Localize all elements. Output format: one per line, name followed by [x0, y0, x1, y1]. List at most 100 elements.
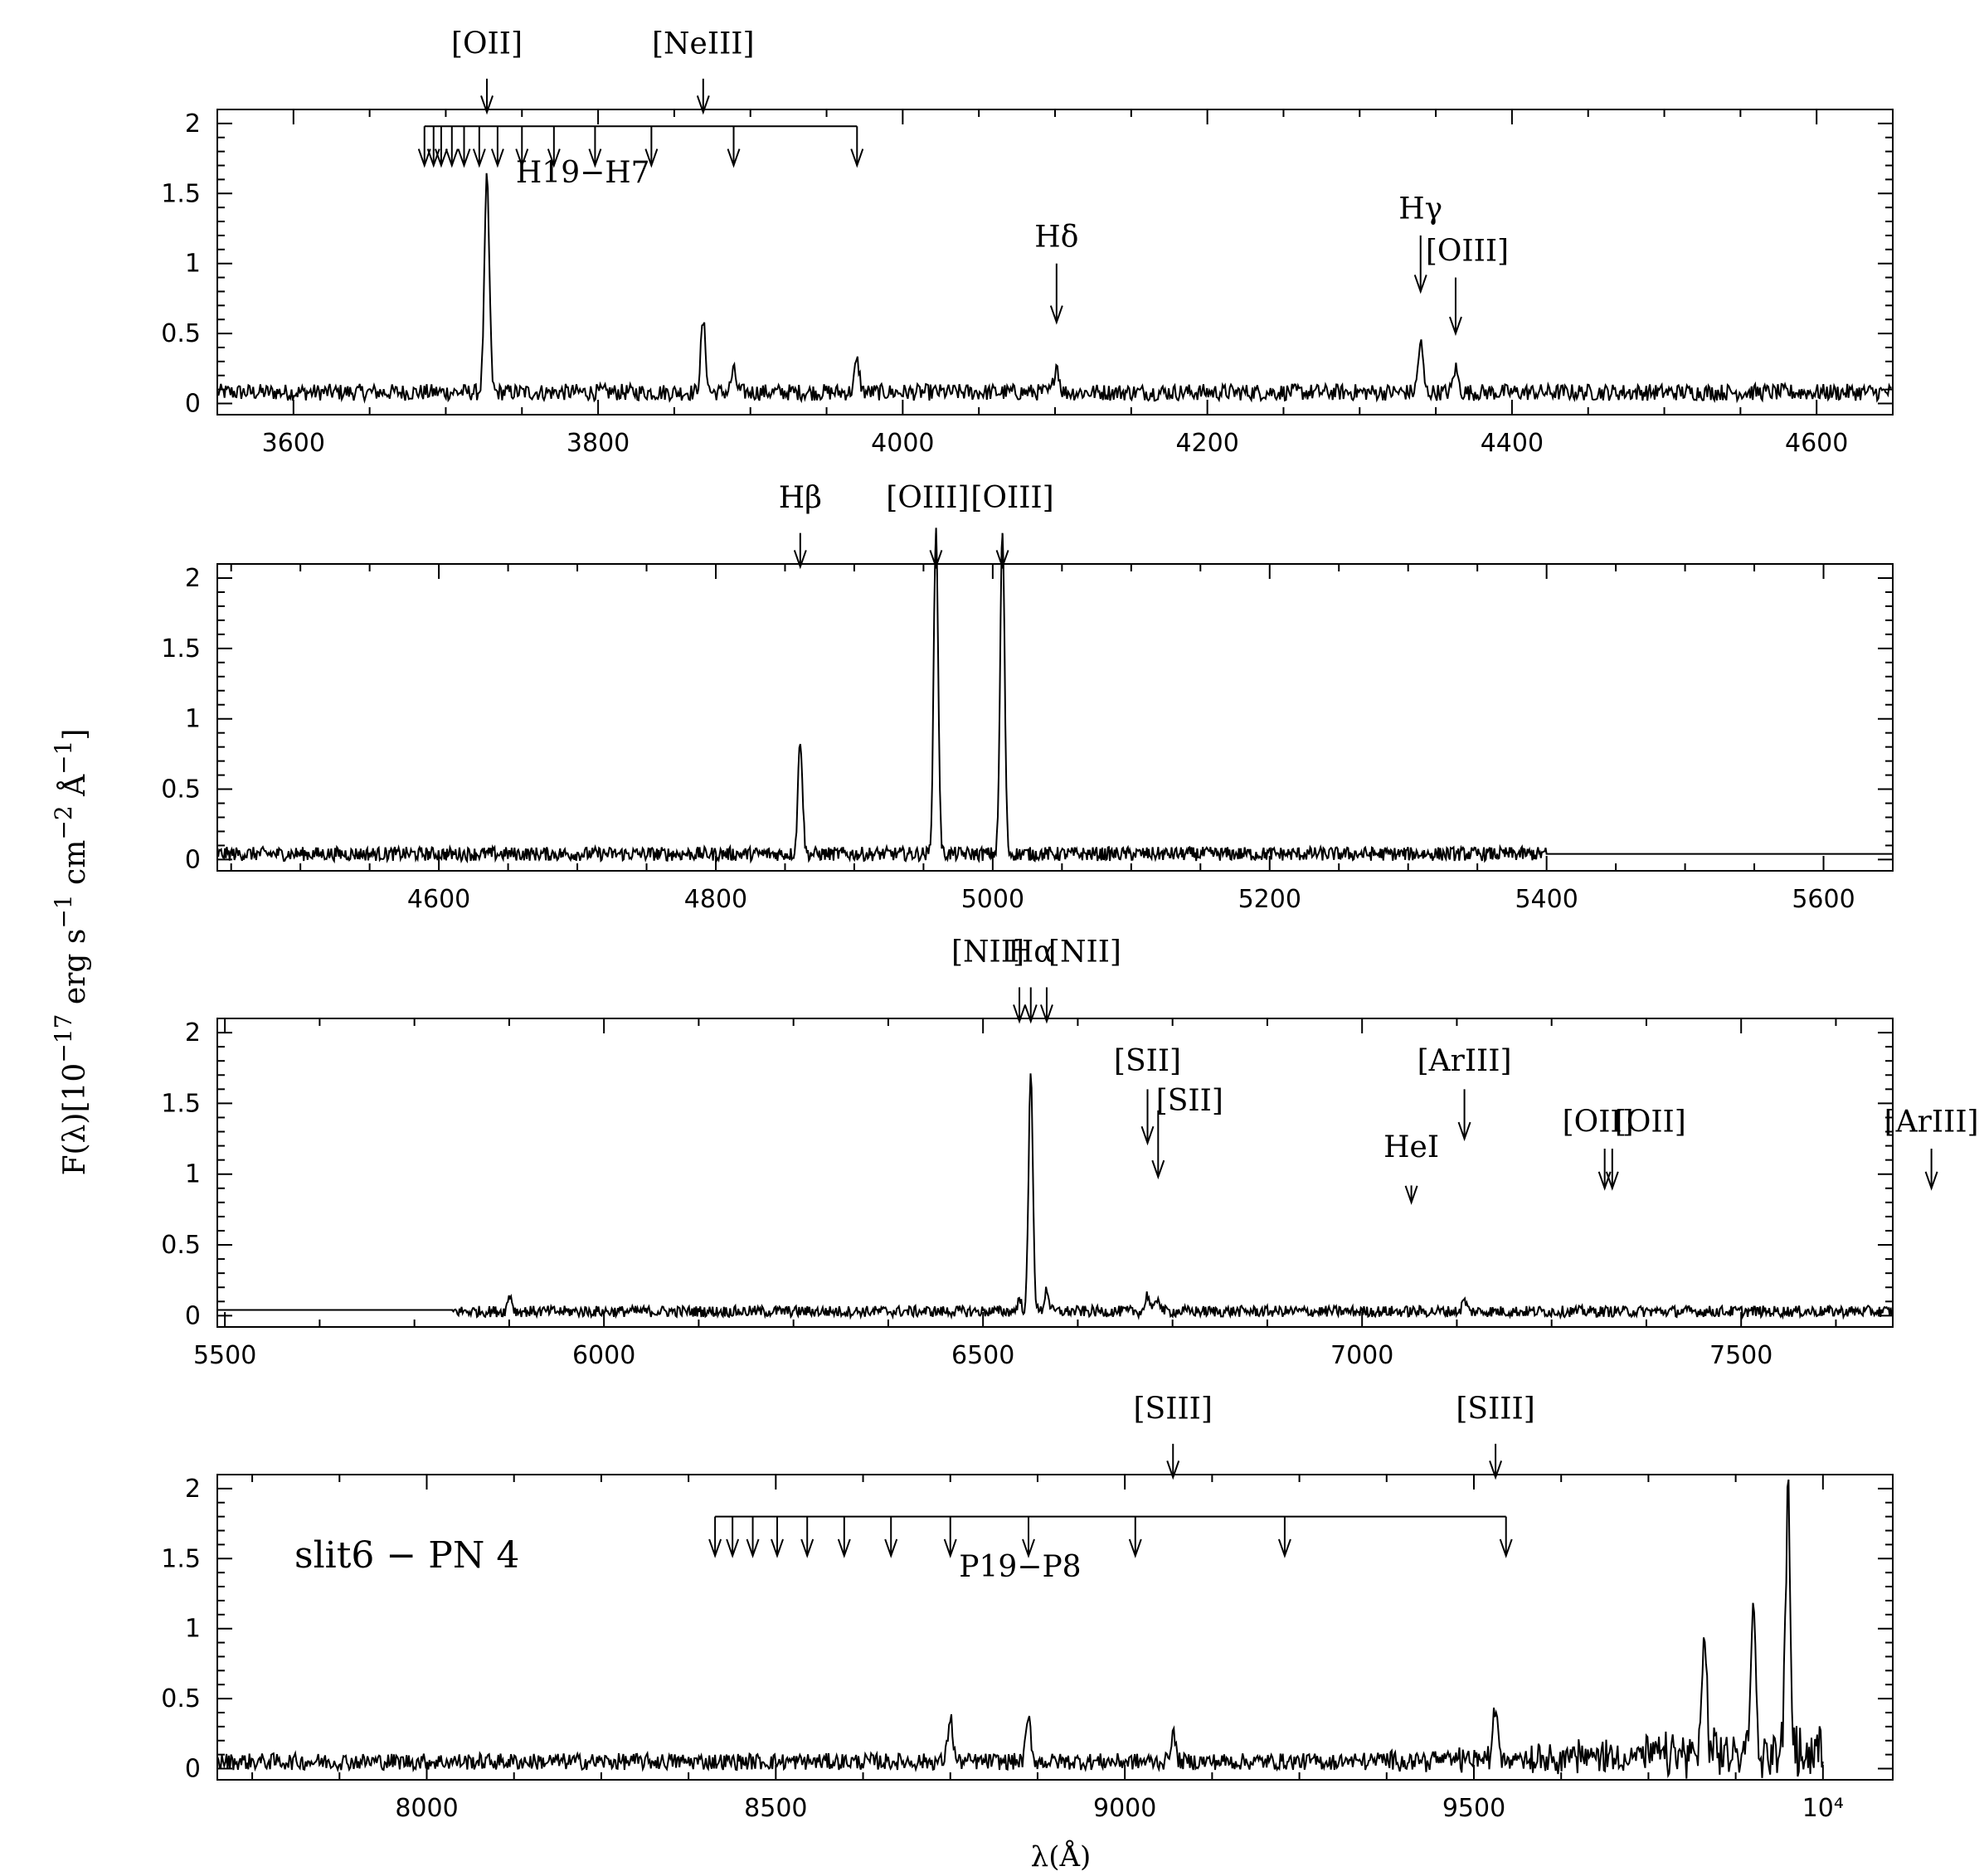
arrow-head: [1489, 1460, 1503, 1480]
arrow-head: [1013, 1004, 1026, 1024]
arrow-head: [929, 550, 943, 570]
arrow-head: [1449, 316, 1462, 337]
series-label: P19−P8: [959, 1550, 1081, 1584]
y-tick-label: 0: [185, 1754, 201, 1783]
x-tick-label: 4400: [1481, 429, 1544, 458]
y-tick-label: 2: [185, 109, 201, 139]
line-label: [NII]: [1048, 936, 1121, 970]
panel-frame: [216, 1018, 1894, 1328]
series-label: H19−H7: [516, 156, 650, 190]
x-tick-label: 4800: [684, 885, 747, 914]
arrow-head: [1049, 305, 1063, 325]
y-tick-label: 0.5: [161, 1684, 201, 1713]
y-tick-label: 1: [185, 250, 201, 279]
arrow-head: [1022, 1538, 1035, 1558]
line-label: [NeIII]: [652, 27, 755, 61]
y-tick-label: 1.5: [161, 1089, 201, 1118]
y-tick-label: 0.5: [161, 1231, 201, 1260]
line-label: [OIII]: [886, 481, 969, 515]
y-tick-label: 0.5: [161, 775, 201, 804]
arrow-head: [837, 1538, 851, 1558]
y-tick-label: 1: [185, 1160, 201, 1189]
y-tick-label: 0: [185, 1301, 201, 1330]
arrow-head: [472, 148, 486, 168]
arrow-head: [1277, 1538, 1291, 1558]
x-tick-label: 4000: [871, 429, 934, 458]
line-label: [SIII]: [1134, 1392, 1213, 1426]
x-tick-label: 4600: [407, 885, 470, 914]
y-tick-label: 1: [185, 1615, 201, 1644]
line-label: [SII]: [1114, 1044, 1181, 1078]
x-tick-label: 5400: [1515, 885, 1578, 914]
line-label: Hα: [1008, 936, 1054, 970]
panel-3: 5500 6000 6500 7000 7500 0 0.5 1 1.5 2 [NII]Hα[NII…: [161, 936, 1978, 1370]
arrow-head: [1166, 1460, 1180, 1480]
x-tick-label: 5000: [961, 885, 1024, 914]
x-tick-label: 6000: [572, 1341, 635, 1370]
y-axis-label: F(λ)[10−17 erg s−1 cm−2 Å−1]: [50, 729, 92, 1176]
x-tick-label: 5500: [193, 1341, 256, 1370]
x-tick-label: 3600: [262, 429, 325, 458]
panel-frame: [216, 563, 1894, 872]
y-tick-label: 1.5: [161, 634, 201, 663]
arrow-head: [1024, 1004, 1038, 1024]
spectrum-line: [217, 1073, 1893, 1320]
x-tick-label: 4600: [1785, 429, 1848, 458]
x-tick-label: 8500: [744, 1794, 807, 1823]
y-tick-label: 1.5: [161, 179, 201, 208]
x-tick-label: 4200: [1175, 429, 1238, 458]
arrow-head: [1499, 1538, 1513, 1558]
arrow-head: [708, 1538, 722, 1558]
y-tick-label: 0: [185, 389, 201, 418]
arrow-head: [1040, 1004, 1053, 1024]
arrow-head: [1605, 1171, 1619, 1191]
spectrum-line: [217, 527, 1893, 864]
spectrum-panels: 3600 3800 4000 4200 4400 4600 0 0.5 1 1.5 2 [OII] [N…: [161, 27, 1978, 1823]
y-tick-label: 2: [185, 1018, 201, 1047]
arrow-head: [771, 1538, 784, 1558]
x-tick-label: 9500: [1442, 1794, 1505, 1823]
y-tick-label: 2: [185, 564, 201, 593]
x-tick-label: 8000: [395, 1794, 458, 1823]
slit-note: slit6 − PN 4: [294, 1534, 519, 1577]
arrow-head: [644, 148, 659, 168]
y-tick-label: 2: [185, 1475, 201, 1504]
line-label: HeI: [1383, 1130, 1439, 1164]
arrow-head: [1413, 275, 1427, 294]
arrow-head: [435, 148, 448, 168]
panel-4: 8000 8500 9000 9500 10⁴ 0 0.5 1 1.5 2 [SIII] [SIII]…: [161, 1392, 1894, 1823]
arrow-head: [1404, 1185, 1418, 1205]
x-tick-label: 7500: [1709, 1341, 1772, 1370]
line-label: [OII]: [1615, 1106, 1686, 1140]
x-tick-label: 7000: [1330, 1341, 1393, 1370]
x-tick-label: 3800: [567, 429, 630, 458]
x-tick-label: 9000: [1093, 1794, 1156, 1823]
y-tick-label: 0.5: [161, 319, 201, 348]
arrow-head: [884, 1538, 898, 1558]
arrow-head: [995, 550, 1009, 570]
line-label: [NII]: [951, 936, 1024, 970]
line-label: Hγ: [1398, 192, 1442, 226]
line-label: [ArIII]: [1884, 1106, 1979, 1140]
arrow-head: [1457, 1121, 1471, 1142]
y-tick-label: 1: [185, 705, 201, 734]
arrow-head: [727, 148, 741, 168]
arrow-head: [515, 148, 529, 168]
line-label: [OIII]: [1426, 234, 1509, 268]
x-tick-label: 6500: [951, 1341, 1014, 1370]
arrow-head: [1924, 1171, 1938, 1191]
arrow-head: [793, 550, 807, 570]
arrow-head: [417, 148, 431, 168]
spectrum-line: [217, 1479, 1824, 1779]
y-tick-label: 0: [185, 845, 201, 874]
line-label: [OII]: [451, 27, 523, 61]
x-axis-label: λ(Å): [1031, 1840, 1092, 1874]
arrow-head: [800, 1538, 815, 1558]
arrow-head: [445, 148, 459, 168]
arrow-head: [696, 95, 710, 115]
arrow-head: [1140, 1125, 1155, 1146]
panel-1: 3600 3800 4000 4200 4400 4600 0 0.5 1 1.5 2 [OII] [N…: [161, 27, 1894, 458]
arrow-head: [726, 1538, 740, 1558]
arrow-head: [1128, 1538, 1142, 1558]
